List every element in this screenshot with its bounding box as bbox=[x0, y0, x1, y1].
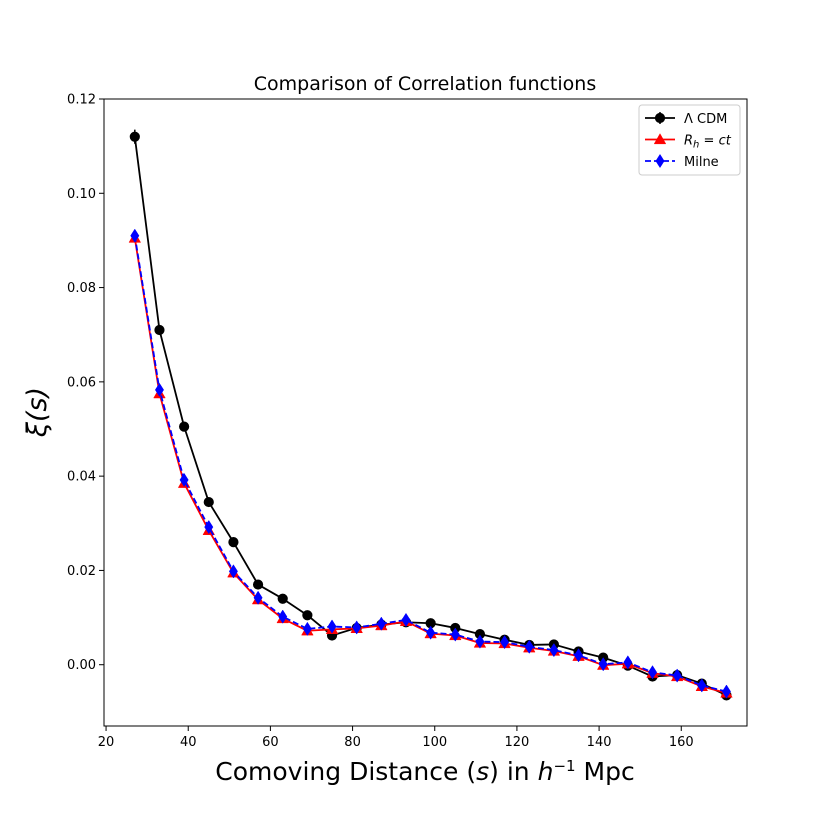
data-point bbox=[524, 639, 534, 654]
y-tick-label: 0.12 bbox=[67, 93, 96, 108]
y-axis-label: ξ(s) bbox=[22, 387, 53, 438]
data-point bbox=[204, 519, 214, 535]
data-point bbox=[302, 610, 313, 621]
series-layer bbox=[128, 129, 733, 701]
data-point bbox=[500, 635, 510, 650]
data-point bbox=[450, 627, 460, 642]
y-tick-label: 0.06 bbox=[67, 375, 96, 390]
data-point bbox=[278, 609, 288, 624]
legend-label: Rh = ct bbox=[684, 134, 732, 151]
data-point bbox=[277, 593, 288, 604]
y-tick-label: 0.00 bbox=[67, 658, 96, 673]
data-point bbox=[130, 228, 140, 243]
data-point bbox=[327, 619, 337, 634]
x-tick-label: 120 bbox=[505, 735, 530, 750]
data-point bbox=[228, 564, 238, 579]
data-point bbox=[598, 657, 608, 672]
data-point bbox=[179, 421, 190, 432]
legend-marker bbox=[653, 133, 667, 145]
data-point bbox=[228, 537, 239, 548]
data-point bbox=[426, 625, 436, 640]
x-tick-label: 40 bbox=[180, 735, 197, 750]
x-tick-label: 100 bbox=[422, 735, 447, 750]
data-point bbox=[203, 496, 214, 508]
y-tick-label: 0.08 bbox=[67, 281, 96, 296]
x-tick-label: 160 bbox=[669, 735, 694, 750]
legend-frame bbox=[638, 104, 741, 176]
data-point bbox=[648, 665, 657, 680]
legend-label: Milne bbox=[684, 155, 719, 170]
x-tick-label: 20 bbox=[98, 735, 115, 750]
data-point bbox=[672, 668, 682, 683]
y-tick-label: 0.04 bbox=[67, 470, 96, 485]
data-point bbox=[179, 472, 189, 487]
y-tick-label: 0.10 bbox=[67, 187, 96, 202]
x-tick-label: 60 bbox=[262, 735, 279, 750]
data-point bbox=[252, 579, 264, 590]
data-point bbox=[129, 131, 140, 142]
data-point bbox=[721, 684, 731, 699]
y-tick-label: 0.02 bbox=[67, 564, 96, 579]
plot-frame bbox=[103, 98, 748, 727]
data-point bbox=[154, 324, 165, 336]
x-tick-label: 140 bbox=[587, 735, 612, 750]
x-axis-label: Comoving Distance (s) in h−1 Mpc bbox=[215, 757, 634, 786]
series-2 bbox=[130, 228, 731, 699]
chart-title: Comparison of Correlation functions bbox=[254, 73, 596, 95]
data-point bbox=[574, 648, 584, 663]
legend-marker bbox=[655, 153, 665, 169]
data-point bbox=[253, 590, 263, 605]
x-axis: 20 40 60 80 100 120 140 160 bbox=[98, 726, 694, 750]
data-point bbox=[697, 678, 707, 693]
legend-marker bbox=[654, 112, 666, 124]
data-point bbox=[401, 612, 411, 627]
data-point bbox=[475, 634, 485, 649]
data-point bbox=[302, 621, 312, 636]
data-point bbox=[352, 620, 362, 635]
legend: Λ CDM Rh = ct Milne bbox=[638, 104, 741, 176]
data-point bbox=[623, 655, 633, 670]
legend-label: Λ CDM bbox=[684, 112, 727, 127]
y-axis: 0.00 0.02 0.04 0.06 0.08 0.10 0.12 bbox=[67, 93, 104, 673]
data-point bbox=[376, 616, 386, 631]
data-point bbox=[154, 382, 164, 397]
data-point bbox=[549, 643, 559, 658]
x-tick-label: 80 bbox=[344, 735, 361, 750]
